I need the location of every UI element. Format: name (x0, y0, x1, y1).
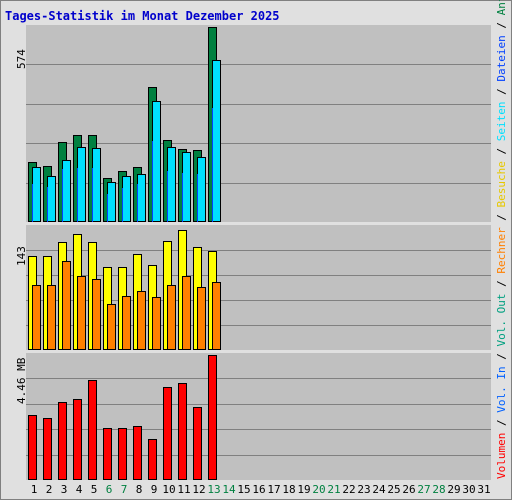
bar-seiten-13 (212, 60, 221, 222)
legend-vol-out: Vol. Out (495, 293, 508, 347)
bar-seiten-12 (197, 157, 206, 222)
x-tick-label: 3 (60, 483, 68, 496)
x-tick-label: 2 (45, 483, 53, 496)
x-tick-label: 14 (222, 483, 236, 496)
legend-rechner: Rechner (495, 227, 508, 274)
legend-sep: / (495, 273, 508, 294)
bar-rechner-4 (77, 276, 86, 350)
x-tick-label: 27 (417, 483, 431, 496)
x-tick-label: 18 (282, 483, 296, 496)
x-tick-label: 7 (120, 483, 128, 496)
bar-seiten-11 (182, 152, 191, 222)
x-tick-label: 20 (312, 483, 326, 496)
bar-seiten-7 (122, 176, 131, 222)
bar-volumen-12 (193, 407, 202, 480)
volume-panel (26, 353, 491, 480)
x-tick-label: 19 (297, 483, 311, 496)
legend-sep: / (495, 141, 508, 162)
bar-seiten-10 (167, 147, 176, 222)
x-tick-label: 11 (177, 483, 191, 496)
legend-sep: / (495, 207, 508, 228)
visits-chart (26, 230, 491, 350)
bar-volumen-2 (43, 418, 52, 480)
bar-volumen-10 (163, 387, 172, 480)
bar-volumen-9 (148, 439, 157, 480)
legend-volumen: Volumen (495, 432, 508, 479)
x-tick-label: 25 (387, 483, 401, 496)
legend-sep: / (495, 346, 508, 367)
bar-seiten-5 (92, 148, 101, 222)
bar-volumen-11 (178, 383, 187, 480)
x-tick-label: 6 (105, 483, 113, 496)
x-tick-label: 24 (372, 483, 386, 496)
bar-rechner-8 (137, 291, 146, 350)
x-tick-label: 10 (162, 483, 176, 496)
x-tick-label: 17 (267, 483, 281, 496)
x-tick-label: 12 (192, 483, 206, 496)
bar-volumen-13 (208, 355, 217, 480)
hits-chart (26, 27, 491, 222)
bar-rechner-10 (167, 285, 176, 350)
legend-vol-in: Vol. In (495, 366, 508, 413)
legend-sep: / (495, 81, 508, 102)
volume-chart (26, 355, 491, 480)
x-tick-label: 23 (357, 483, 371, 496)
bar-volumen-3 (58, 402, 67, 480)
bar-rechner-1 (32, 285, 41, 350)
series-legend: Volumen / Vol. In / Vol. Out / Rechner /… (494, 0, 510, 479)
bar-seiten-4 (77, 147, 86, 222)
x-tick-label: 22 (342, 483, 356, 496)
bar-rechner-3 (62, 261, 71, 350)
legend-besuche: Besuche (495, 161, 508, 208)
x-tick-label: 9 (150, 483, 158, 496)
bar-rechner-12 (197, 287, 206, 350)
x-tick-label: 8 (135, 483, 143, 496)
bar-rechner-9 (152, 297, 161, 350)
bar-seiten-6 (107, 182, 116, 222)
bar-volumen-7 (118, 428, 127, 480)
x-tick-label: 21 (327, 483, 341, 496)
bar-rechner-5 (92, 279, 101, 350)
x-tick-label: 4 (75, 483, 83, 496)
bar-rechner-2 (47, 285, 56, 350)
visits-panel (26, 225, 491, 350)
x-tick-label: 31 (477, 483, 491, 496)
bar-volumen-5 (88, 380, 97, 480)
bar-volumen-1 (28, 415, 37, 480)
legend-sep: / (495, 412, 508, 433)
bar-volumen-4 (73, 399, 82, 480)
bar-seiten-9 (152, 101, 161, 222)
bar-rechner-11 (182, 276, 191, 350)
legend-seiten: Seiten (495, 101, 508, 142)
bar-rechner-13 (212, 282, 221, 350)
x-tick-label: 13 (207, 483, 221, 496)
x-tick-label: 26 (402, 483, 416, 496)
bar-seiten-2 (47, 176, 56, 222)
x-tick-label: 30 (462, 483, 476, 496)
x-tick-label: 5 (90, 483, 98, 496)
bar-seiten-3 (62, 160, 71, 222)
bar-rechner-6 (107, 304, 116, 350)
x-tick-label: 29 (447, 483, 461, 496)
bar-volumen-6 (103, 428, 112, 480)
legend-anfragen: Anfragen (495, 0, 508, 15)
x-tick-label: 16 (252, 483, 266, 496)
x-tick-label: 15 (237, 483, 251, 496)
legend-dateien: Dateien (495, 35, 508, 82)
chart-title: Tages-Statistik im Monat Dezember 2025 (5, 9, 280, 23)
bar-volumen-8 (133, 426, 142, 480)
bar-seiten-1 (32, 167, 41, 222)
x-tick-label: 1 (30, 483, 38, 496)
x-axis: 1 2 3 4 5 6 7 8 9 10 11 12 13 14 15 16 17 18 19 20 21 22 23 24 2… (26, 483, 491, 497)
hits-panel (26, 25, 491, 222)
legend-sep: / (495, 15, 508, 36)
bar-seiten-8 (137, 174, 146, 222)
x-tick-label: 28 (432, 483, 446, 496)
bar-rechner-7 (122, 296, 131, 350)
